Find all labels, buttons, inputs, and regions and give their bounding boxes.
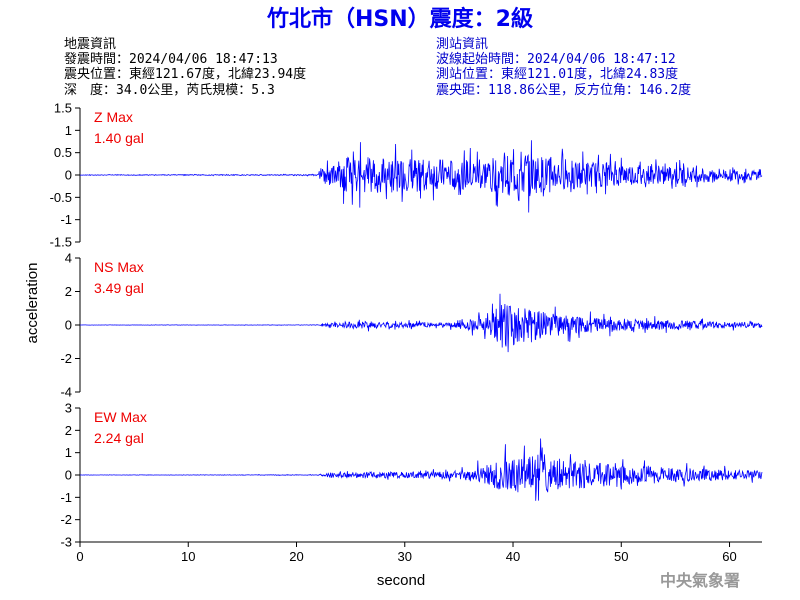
panel-ew: -3 -2 -1 0 1 2 3 EW Max 2.24 gal [60,401,763,550]
x-axis-label: second [377,572,425,589]
y-tick-label-z: -0.5 [50,190,72,205]
y-tick-label-ew: 2 [65,423,72,438]
y-tick-label-ew: 0 [65,468,72,483]
max-value-ns: 3.49 gal [94,280,144,296]
x-tick-label: 40 [506,549,520,564]
x-axis: 0 10 20 30 40 50 60 [76,541,762,564]
max-value-z: 1.40 gal [94,130,144,146]
x-tick-label: 30 [398,549,412,564]
panel-ns: -4 -2 0 2 4 NS Max 3.49 gal [60,251,763,400]
station-distance-azimuth: 震央距：118.86公里，反方位角：146.2度 [436,82,691,98]
y-tick-label-ew: -2 [60,512,72,527]
max-title-ns: NS Max [94,259,144,275]
y-tick-label-ew: 3 [65,401,72,416]
quake-epicenter: 震央位置：東經121.67度，北緯23.94度 [64,66,306,82]
x-tick-label: 0 [76,549,83,564]
y-tick-label-ew: 1 [65,445,72,460]
waveform-ns [80,293,763,353]
x-tick-label: 60 [722,549,736,564]
y-axis-label: acceleration [24,263,41,344]
x-tick-label: 10 [181,549,195,564]
station-wave-start: 波線起始時間：2024/04/06 18:47:12 [436,51,676,67]
y-tick-label-z: 0.5 [54,145,72,160]
seismogram-panels: -1.5 -1 -0.5 0 0.5 1 1.5 Z Max 1.40 gal -4 -2 0 2 4 NS… [50,101,763,550]
max-title-z: Z Max [94,109,133,125]
y-tick-label-ew: -3 [60,535,72,550]
station-location: 測站位置：東經121.01度，北緯24.83度 [436,66,678,82]
waveform-ew [80,438,763,501]
agency-name: 中央氣象署 [660,571,740,590]
quake-depth-magnitude: 深 度：34.0公里，芮氏規模：5.3 [64,82,275,98]
panel-z: -1.5 -1 -0.5 0 0.5 1 1.5 Z Max 1.40 gal [50,101,763,250]
y-tick-label-z: -1.5 [50,235,72,250]
quake-origin-time: 發震時間：2024/04/06 18:47:13 [64,52,278,67]
y-tick-label-ew: -1 [60,490,72,505]
y-tick-label-z: 1 [65,123,72,138]
quake-info-heading: 地震資訊 [64,37,116,52]
x-tick-label: 20 [289,549,303,564]
y-tick-label-ns: 4 [65,251,72,266]
figure-title: 竹北市（HSN）震度：2級 [266,6,533,32]
x-tick-label: 50 [614,549,628,564]
y-tick-label-ns: 2 [65,284,72,299]
y-tick-label-ns: -2 [60,351,72,366]
max-value-ew: 2.24 gal [94,430,144,446]
y-tick-label-ns: 0 [65,318,72,333]
y-tick-label-z: -1 [60,212,72,227]
waveform-z [79,140,763,213]
y-tick-label-ns: -4 [60,385,72,400]
y-tick-label-z: 0 [65,168,72,183]
max-title-ew: EW Max [94,409,147,425]
station-info-heading: 測站資訊 [436,37,488,52]
y-tick-label-z: 1.5 [54,101,72,116]
